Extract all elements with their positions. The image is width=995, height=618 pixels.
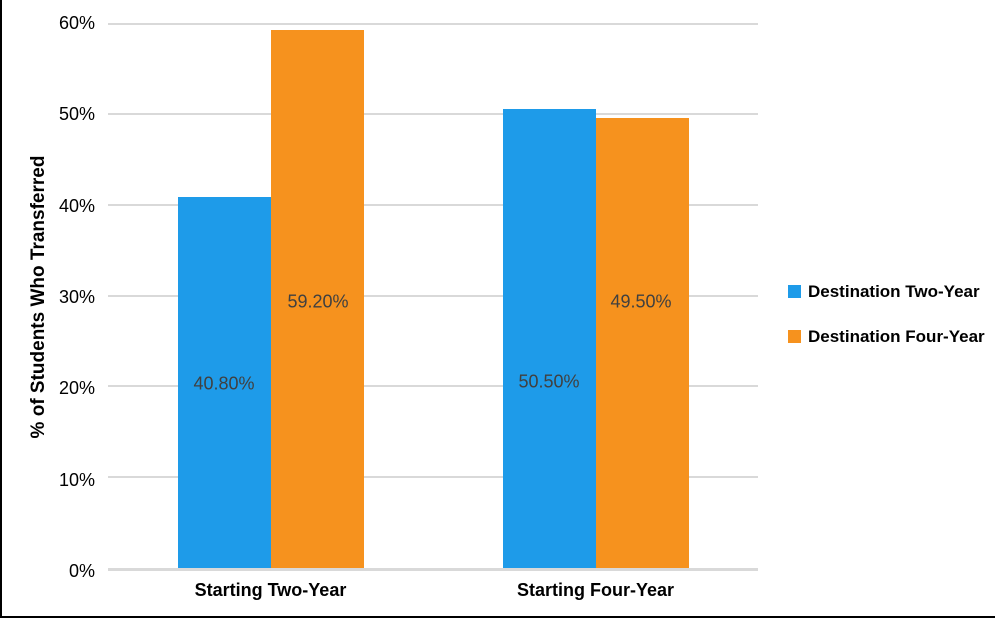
data-label: 59.20% bbox=[287, 291, 349, 312]
bar-starting-two-year-destination-two-year bbox=[177, 197, 271, 568]
gridline-50 bbox=[108, 112, 758, 115]
y-tick-label: 20% bbox=[58, 378, 95, 398]
bar-starting-two-year-destination-four-year bbox=[270, 30, 364, 568]
bar-group-starting-two-year bbox=[108, 23, 433, 568]
gridline-10 bbox=[108, 476, 758, 479]
x-category-label: Starting Four-Year bbox=[516, 580, 675, 600]
bar-starting-four-year-destination-two-year bbox=[502, 109, 596, 568]
bar-group-starting-four-year bbox=[433, 23, 758, 568]
gridline-20 bbox=[108, 385, 758, 388]
legend-item-destination-four-year: Destination Four-Year bbox=[788, 326, 985, 347]
legend-swatch-icon bbox=[788, 285, 801, 298]
x-category-label: Starting Two-Year bbox=[194, 580, 347, 600]
data-label: 40.80% bbox=[193, 373, 255, 394]
plot-area: 40.80% 59.20% 50.50% 49.50% bbox=[108, 23, 758, 571]
legend: Destination Two-Year Destination Four-Ye… bbox=[788, 281, 985, 371]
gridline-30 bbox=[108, 294, 758, 297]
y-tick-label: 40% bbox=[58, 196, 95, 216]
data-label: 50.50% bbox=[518, 371, 580, 392]
gridline-60 bbox=[108, 23, 758, 25]
data-label: 49.50% bbox=[610, 291, 672, 312]
y-tick-label: 50% bbox=[58, 104, 95, 124]
bar-starting-four-year-destination-four-year bbox=[595, 118, 689, 568]
y-tick-label: 10% bbox=[58, 470, 95, 490]
legend-item-destination-two-year: Destination Two-Year bbox=[788, 281, 985, 302]
legend-swatch-icon bbox=[788, 330, 801, 343]
legend-label: Destination Four-Year bbox=[808, 326, 985, 346]
y-tick-label: 30% bbox=[58, 287, 95, 307]
y-tick-label: 60% bbox=[58, 13, 95, 33]
legend-label: Destination Two-Year bbox=[808, 281, 980, 301]
gridline-40 bbox=[108, 203, 758, 206]
y-tick-label: 0% bbox=[68, 561, 95, 581]
